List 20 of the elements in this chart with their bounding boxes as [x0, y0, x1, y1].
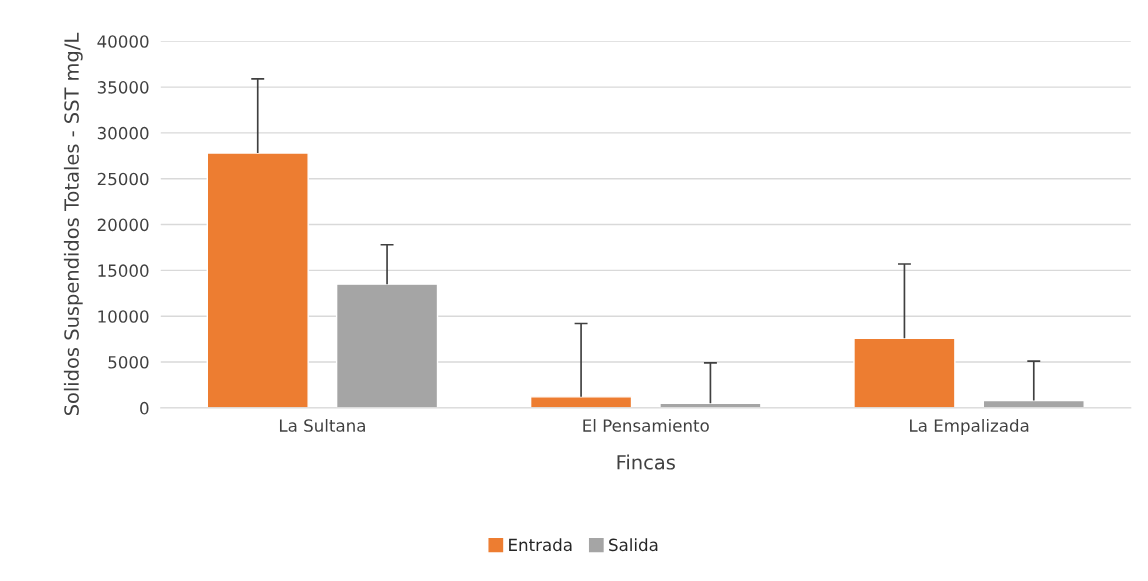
y-tick-label: 40000: [97, 35, 149, 48]
y-tick-label: 25000: [97, 172, 149, 186]
y-tick-label: 0: [140, 401, 149, 415]
y-tick-label: 20000: [97, 218, 149, 232]
bar: [853, 337, 956, 408]
legend-label: Salida: [609, 538, 658, 552]
y-tick-label: 15000: [98, 264, 149, 277]
y-tick-label: 35000: [97, 81, 149, 94]
y-tick-label: 10000: [98, 310, 149, 323]
bar: [335, 283, 439, 408]
x-tick-label: La Empalizada: [910, 418, 1029, 436]
bar: [529, 396, 633, 408]
bar: [206, 152, 309, 408]
legend-label: Entrada: [509, 538, 572, 552]
x-axis-title: Fincas: [617, 454, 675, 470]
y-tick-label: 5000: [108, 356, 149, 369]
y-tick-label: 30000: [97, 126, 149, 140]
y-axis-title: Solidos Suspendidos Totales - SST mg/L: [63, 32, 83, 416]
x-tick-label: El Pensamiento: [583, 418, 709, 432]
x-tick-label: La Sultana: [279, 418, 365, 432]
